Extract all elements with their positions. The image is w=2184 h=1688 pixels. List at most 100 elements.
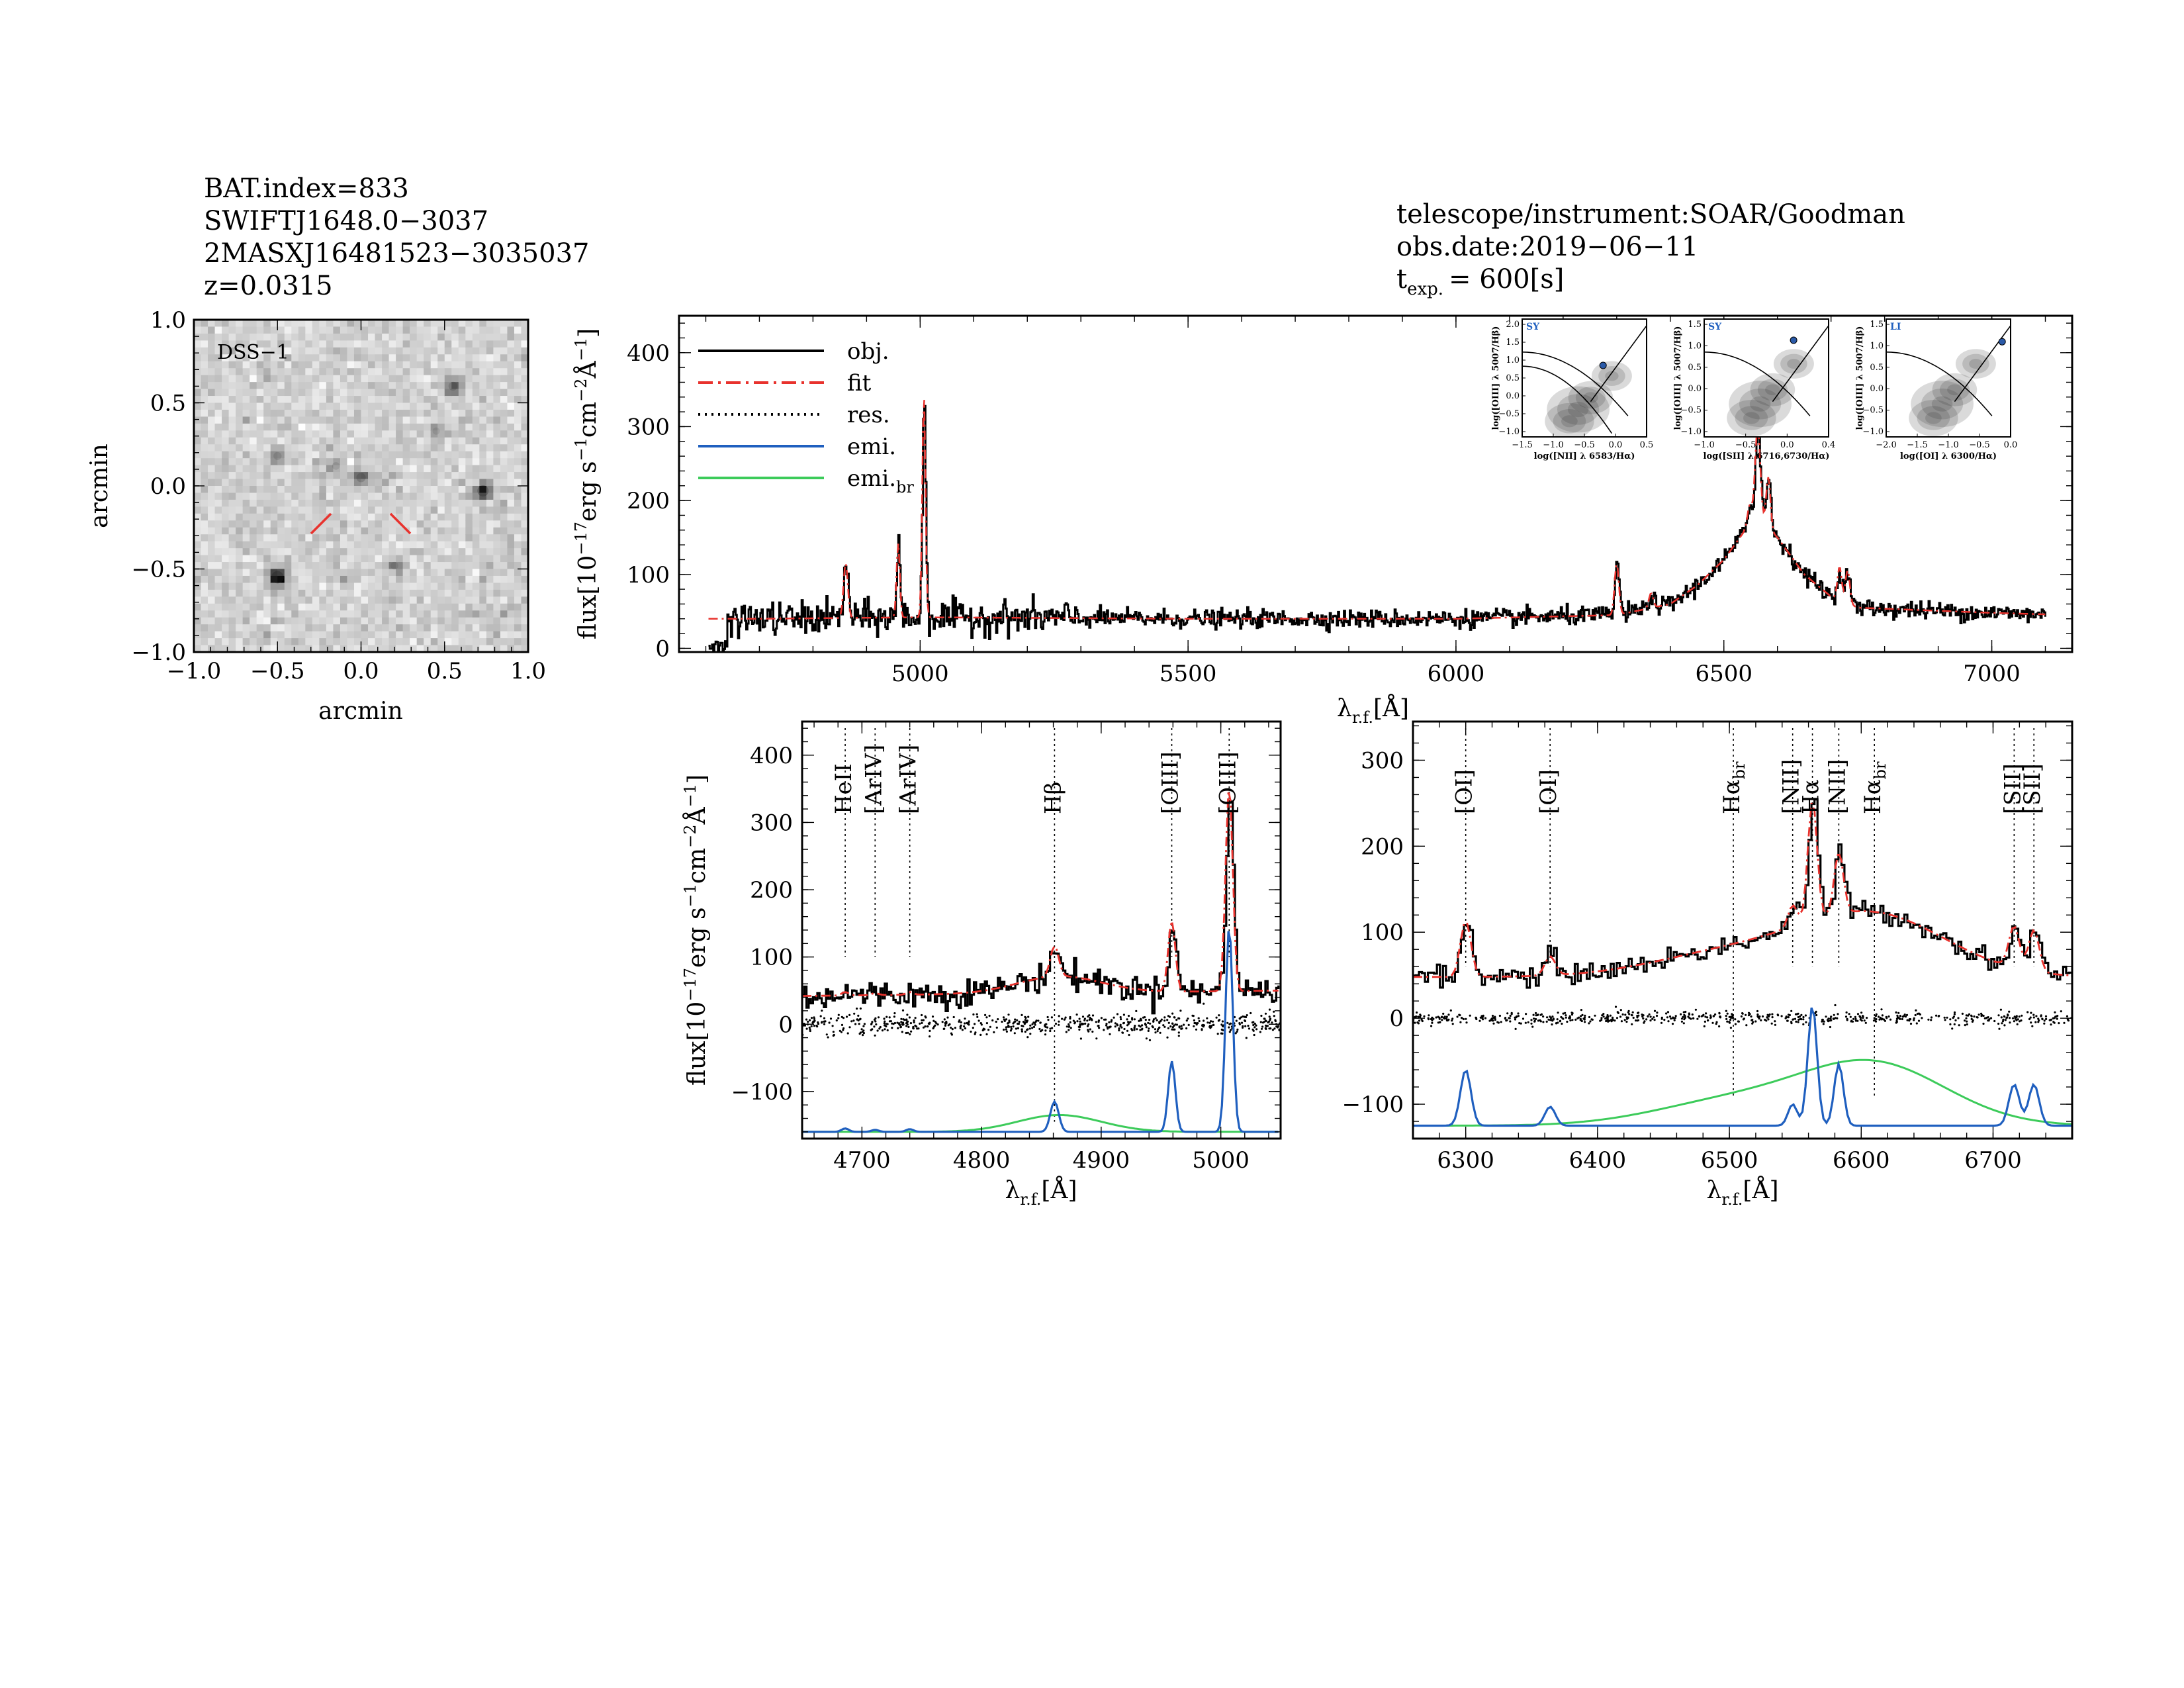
fit-spectrum-line <box>708 400 2046 620</box>
image-pixel <box>410 409 418 418</box>
image-pixel <box>410 354 418 362</box>
image-pixel <box>388 596 396 604</box>
residual-point <box>1569 1015 1571 1017</box>
image-pixel <box>228 499 236 507</box>
image-pixel <box>347 645 355 653</box>
image-pixel <box>507 347 515 355</box>
image-pixel <box>388 479 396 487</box>
image-pixel <box>263 423 271 431</box>
residual-point <box>1163 1025 1166 1028</box>
image-pixel <box>375 389 383 397</box>
image-pixel <box>263 444 271 452</box>
image-source <box>332 462 340 470</box>
residual-point <box>927 1025 929 1028</box>
full-spectrum-xlabel: λr.f.[Å] <box>1337 694 1409 727</box>
residual-point <box>1627 1009 1630 1012</box>
residual-point <box>1069 1027 1072 1029</box>
image-pixel <box>284 569 292 577</box>
image-pixel <box>500 610 508 618</box>
image-pixel <box>521 610 529 618</box>
residual-point <box>1248 1027 1251 1030</box>
image-pixel <box>201 368 208 376</box>
image-pixel <box>451 320 459 328</box>
image-pixel <box>284 430 292 438</box>
image-pixel <box>201 340 208 348</box>
image-pixel <box>284 354 292 362</box>
image-pixel <box>500 458 508 466</box>
image-pixel <box>347 451 355 459</box>
residual-point <box>1506 1012 1509 1015</box>
image-pixel <box>305 583 313 590</box>
image-pixel <box>458 389 466 397</box>
residual-point <box>1903 1013 1906 1016</box>
residual-point <box>970 1030 972 1033</box>
image-pixel <box>228 423 236 431</box>
image-pixel <box>375 617 383 625</box>
residual-point <box>1138 1019 1140 1022</box>
residual-point <box>1830 1015 1833 1018</box>
bpt-density-contour <box>1727 400 1776 436</box>
residual-point <box>1228 1023 1231 1025</box>
image-pixel <box>242 610 250 618</box>
image-pixel <box>340 513 348 521</box>
image-pixel <box>493 368 501 376</box>
residual-point <box>1729 1027 1732 1029</box>
image-pixel <box>270 326 278 334</box>
image-pixel <box>298 589 306 597</box>
residual-point <box>985 1016 988 1019</box>
residual-point <box>914 1017 917 1019</box>
image-pixel <box>270 465 278 473</box>
residual-point <box>2054 1011 2056 1013</box>
image-pixel <box>375 402 383 410</box>
image-pixel <box>410 596 418 604</box>
residual-point <box>1431 1019 1433 1021</box>
image-pixel <box>493 589 501 597</box>
residual-point <box>842 1029 844 1031</box>
image-pixel <box>270 333 278 341</box>
image-pixel <box>270 375 278 383</box>
image-pixel <box>208 541 216 549</box>
image-pixel <box>277 638 285 646</box>
image-pixel <box>402 534 410 542</box>
image-pixel <box>228 555 236 563</box>
image-ytick-label: −0.5 <box>131 557 186 583</box>
image-pixel <box>500 631 508 639</box>
residual-point <box>1083 1019 1086 1021</box>
image-pixel <box>396 423 404 431</box>
residual-point <box>1802 1018 1805 1021</box>
bl-xtick-label: 4800 <box>953 1147 1011 1174</box>
hbeta-oiii-plot: HeII [ArIV] [ArIV] Hβ [OIII] [OIII] <box>802 728 1281 1133</box>
image-pixel <box>479 527 487 535</box>
image-pixel <box>298 479 306 487</box>
residual-point <box>1244 1019 1246 1022</box>
image-pixel <box>256 541 264 549</box>
image-pixel <box>388 527 396 535</box>
image-pixel <box>242 499 250 507</box>
image-pixel <box>333 562 341 570</box>
image-pixel <box>270 499 278 507</box>
image-pixel <box>458 326 466 334</box>
image-pixel <box>236 555 244 563</box>
image-pixel <box>194 575 202 584</box>
image-pixel <box>277 513 285 521</box>
image-pixel <box>521 513 529 521</box>
image-pixel <box>250 333 257 341</box>
residual-point <box>2034 1021 2037 1023</box>
residual-point <box>1156 1019 1158 1021</box>
image-pixel <box>472 347 480 355</box>
image-pixel <box>396 617 404 625</box>
image-pixel <box>242 396 250 404</box>
image-pixel <box>305 527 313 535</box>
image-pixel <box>270 458 278 466</box>
image-pixel <box>361 423 369 431</box>
image-pixel <box>458 506 466 514</box>
bat-index: BAT.index=833 <box>204 173 409 204</box>
image-pixel <box>250 382 257 390</box>
image-pixel <box>270 562 278 570</box>
image-pixel <box>486 361 494 369</box>
image-pixel <box>291 624 299 632</box>
image-pixel <box>507 354 515 362</box>
image-pixel <box>333 389 341 397</box>
image-pixel <box>250 479 257 487</box>
